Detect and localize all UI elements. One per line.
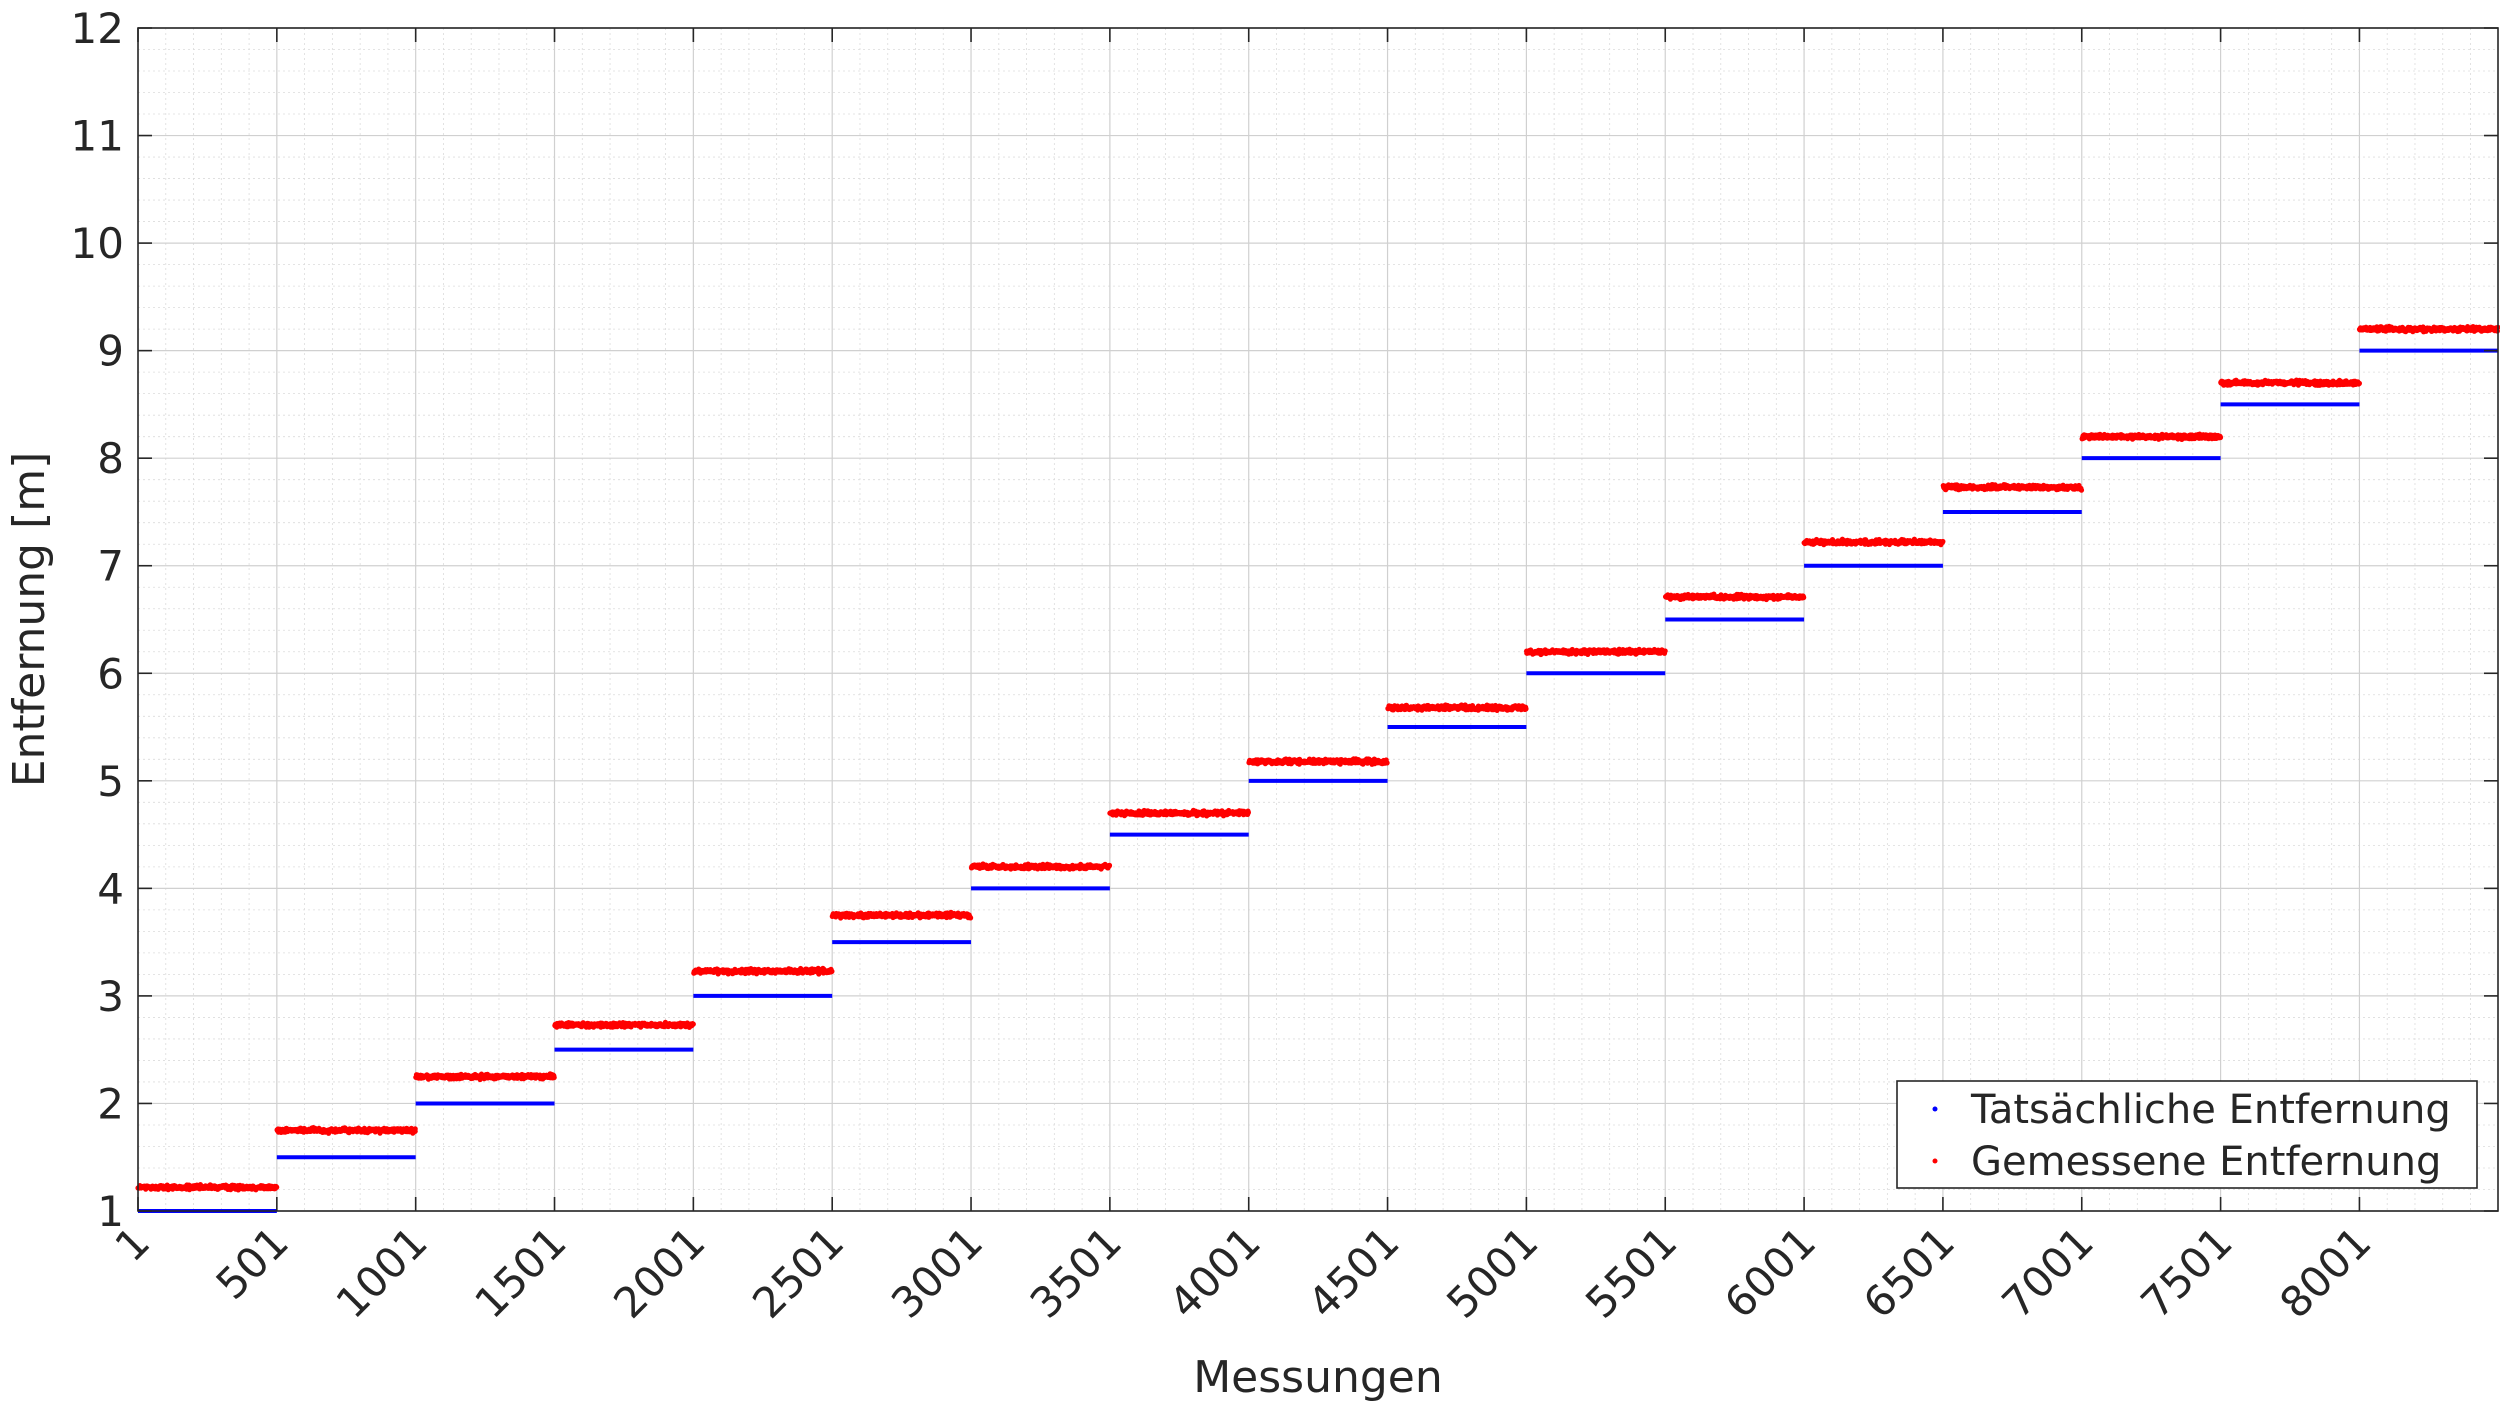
measured-point [1107, 863, 1112, 868]
measured-point [1663, 648, 1668, 653]
measured-point [1523, 706, 1528, 711]
measured-point [2079, 488, 2084, 493]
measured-point [1246, 810, 1251, 815]
measured-point [1940, 539, 1945, 544]
measured-point [691, 1022, 696, 1027]
measured-point [552, 1075, 557, 1080]
measured-point [1801, 595, 1806, 600]
measured-point [2218, 435, 2223, 440]
measured-point [968, 915, 973, 920]
measured-point [274, 1185, 279, 1190]
measured-point [1385, 760, 1390, 765]
measured-point [829, 969, 834, 974]
measured-point [413, 1126, 418, 1131]
